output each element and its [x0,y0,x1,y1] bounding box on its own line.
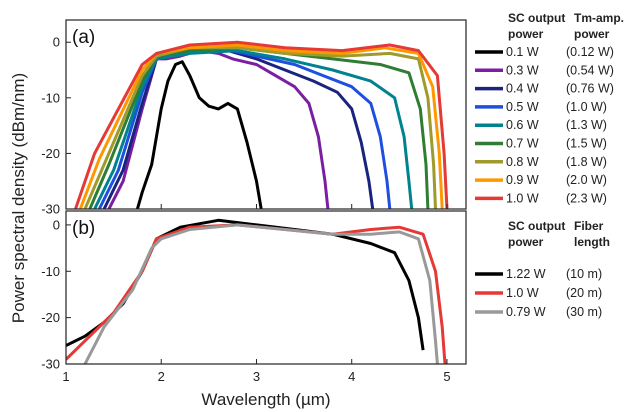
legend-entry: 0.7 W [506,137,539,151]
y-tick-label: -10 [41,90,60,105]
legend-entry: 1.0 W [506,191,539,205]
legend-header: Tm-amp. [574,11,624,25]
series-lines [66,218,447,364]
y-tick-label: -30 [41,357,60,372]
legend-entry-secondary: (1.3 W) [566,118,607,132]
x-tick-label: 2 [158,369,165,384]
series-line-0 [135,60,263,209]
legend-entry: 0.8 W [506,155,539,169]
legend-entry: 0.4 W [506,82,539,96]
legend-entry-secondary: (2.0 W) [566,173,607,187]
panel-label: (a) [72,27,95,48]
legend-entry: 0.9 W [506,173,539,187]
legend-entry-secondary: (10 m) [566,267,602,281]
series-lines [74,40,449,209]
x-axis-label: Wavelength (µm) [201,390,330,409]
legend-header: SC output [508,11,565,25]
legend-entry: 1.0 W [506,286,539,300]
plot-frame [65,19,467,210]
y-tick-label: 0 [53,217,60,232]
series-line-2 [102,46,375,209]
plot-frame [65,210,467,365]
panel-label: (b) [72,218,95,239]
legend-entry-secondary: (0.12 W) [566,45,614,59]
legend-entry: 0.79 W [506,305,546,319]
series-line-8 [74,40,449,209]
legend-entry: 0.6 W [506,118,539,132]
y-tick-label: -20 [41,310,60,325]
x-tick-label: 5 [443,369,450,384]
x-tick-label: 1 [62,369,69,384]
legend-header: power [574,27,610,41]
legend-entry: 1.22 W [506,267,546,281]
legend: SC output power Fiber length 1.22 W (10 m) 1.0… [475,219,610,319]
legend: SC output power Tm-amp. power 0.1 W (0.12 W) 0… [475,11,624,205]
legend-entry-secondary: (0.54 W) [566,63,614,77]
legend-entry-secondary: (0.76 W) [566,82,614,96]
legend-header: power [508,235,544,249]
y-tick-label: -30 [41,202,60,217]
series-line-4 [93,49,414,209]
legend-header: length [574,235,610,249]
x-tick-label: 3 [253,369,260,384]
legend-entry-secondary: (1.0 W) [566,100,607,114]
y-tick-label: 0 [53,35,60,50]
panel-b: 0 -10 -20 -301 2 3 4 5 (b) SC output power Fiber len… [41,210,610,384]
series-line-6 [83,46,437,209]
legend-entry-secondary: (1.5 W) [566,137,607,151]
plot-layer: 0-10-20-30(a)SC outputpowerTm-amp.power0… [41,11,624,384]
panel-a: 0 -10 -20 -30 (a) SC output power Tm-amp. power 0… [41,11,624,217]
y-tick-label: -10 [41,264,60,279]
legend-entry-secondary: (20 m) [566,286,602,300]
legend-entry-secondary: (30 m) [566,305,602,319]
series-line-0 [66,218,425,351]
series-line-1 [66,223,447,364]
legend-header: Fiber [574,219,604,233]
y-tick-label: -20 [41,146,60,161]
legend-header: SC output [508,219,565,233]
series-line-7 [78,43,444,209]
legend-entry: 0.5 W [506,100,539,114]
legend-entry-secondary: (2.3 W) [566,191,607,205]
legend-entry-secondary: (1.8 W) [566,155,607,169]
legend-header: power [508,27,544,41]
legend-entry: 0.1 W [506,45,539,59]
series-line-3 [97,46,392,209]
x-tick-label: 4 [348,369,355,384]
series-line-2 [83,223,439,364]
legend-entry: 0.3 W [506,63,539,77]
y-axis-label: Power spectral density (dBm/nm) [9,73,28,323]
